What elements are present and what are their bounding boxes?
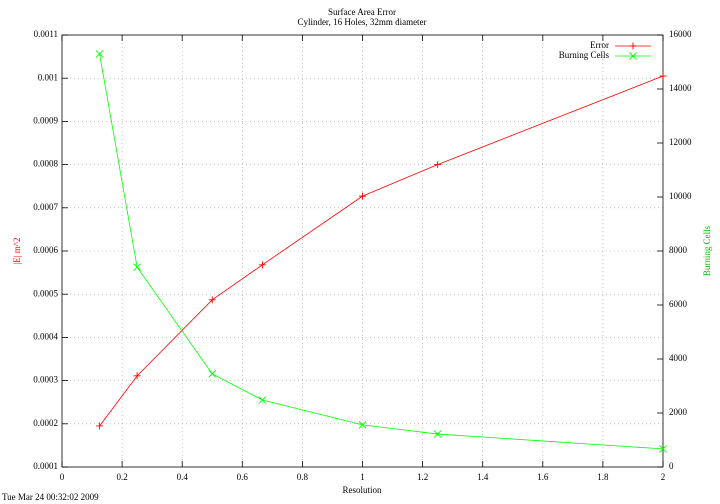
legend-marker xyxy=(629,52,637,60)
x-tick-label: 0.4 xyxy=(177,472,189,482)
y2-tick-label: 14000 xyxy=(669,83,692,93)
y-tick-label: 0.0001 xyxy=(33,461,58,471)
x-tick-label: 1.6 xyxy=(537,472,549,482)
point xyxy=(208,296,216,304)
x-tick-label: 1 xyxy=(360,472,365,482)
y2-tick-label: 2000 xyxy=(669,407,688,417)
y-tick-label: 0.0003 xyxy=(33,375,58,385)
x-tick-label: 0.6 xyxy=(237,472,249,482)
x-tick-label: 1.2 xyxy=(417,472,428,482)
timestamp: Tue Mar 24 00:32:02 2009 xyxy=(2,492,99,502)
x-tick-label: 2 xyxy=(661,472,666,482)
y2-tick-label: 12000 xyxy=(669,137,692,147)
y2-tick-label: 4000 xyxy=(669,353,688,363)
y2-axis-label: Burning Cells xyxy=(702,225,712,276)
y-axis-label: |E| m^2 xyxy=(12,237,22,264)
y-tick-label: 0.0007 xyxy=(33,202,58,212)
x-tick-label: 0.2 xyxy=(116,472,127,482)
chart-subtitle: Cylinder, 16 Holes, 32mm diameter xyxy=(297,17,426,27)
point xyxy=(258,396,267,404)
y-tick-label: 0.0011 xyxy=(34,29,58,39)
y2-tick-label: 16000 xyxy=(669,29,692,39)
y2-tick-label: 8000 xyxy=(669,245,688,255)
point xyxy=(258,261,266,269)
y-tick-label: 0.0002 xyxy=(33,418,58,428)
point xyxy=(359,192,366,200)
y-tick-label: 0.0004 xyxy=(33,331,58,341)
point xyxy=(659,72,667,80)
point xyxy=(133,263,141,272)
point xyxy=(434,161,442,169)
y2-tick-label: 6000 xyxy=(669,299,688,309)
y-tick-label: 0.0005 xyxy=(33,288,58,298)
legend-label: Burning Cells xyxy=(559,50,610,60)
point xyxy=(133,372,141,380)
point xyxy=(433,430,442,438)
x-tick-label: 1.4 xyxy=(477,472,489,482)
point xyxy=(208,370,217,378)
x-tick-label: 0 xyxy=(60,472,65,482)
point xyxy=(659,445,667,453)
y-tick-label: 0.0006 xyxy=(33,245,58,255)
legend-label: Error xyxy=(590,40,609,50)
y-tick-label: 0.001 xyxy=(38,72,58,82)
chart-title: Surface Area Error xyxy=(328,7,396,17)
y2-tick-label: 10000 xyxy=(669,191,692,201)
x-tick-label: 1.8 xyxy=(597,472,609,482)
y-tick-label: 0.0009 xyxy=(33,115,58,125)
x-tick-label: 0.8 xyxy=(297,472,309,482)
legend-marker xyxy=(629,42,637,50)
plot-frame xyxy=(61,34,664,468)
point xyxy=(358,421,367,429)
point xyxy=(95,50,104,58)
point xyxy=(96,422,104,430)
y-tick-label: 0.0008 xyxy=(33,159,58,169)
y2-tick-label: 0 xyxy=(669,461,674,471)
x-axis-label: Resolution xyxy=(342,485,382,495)
